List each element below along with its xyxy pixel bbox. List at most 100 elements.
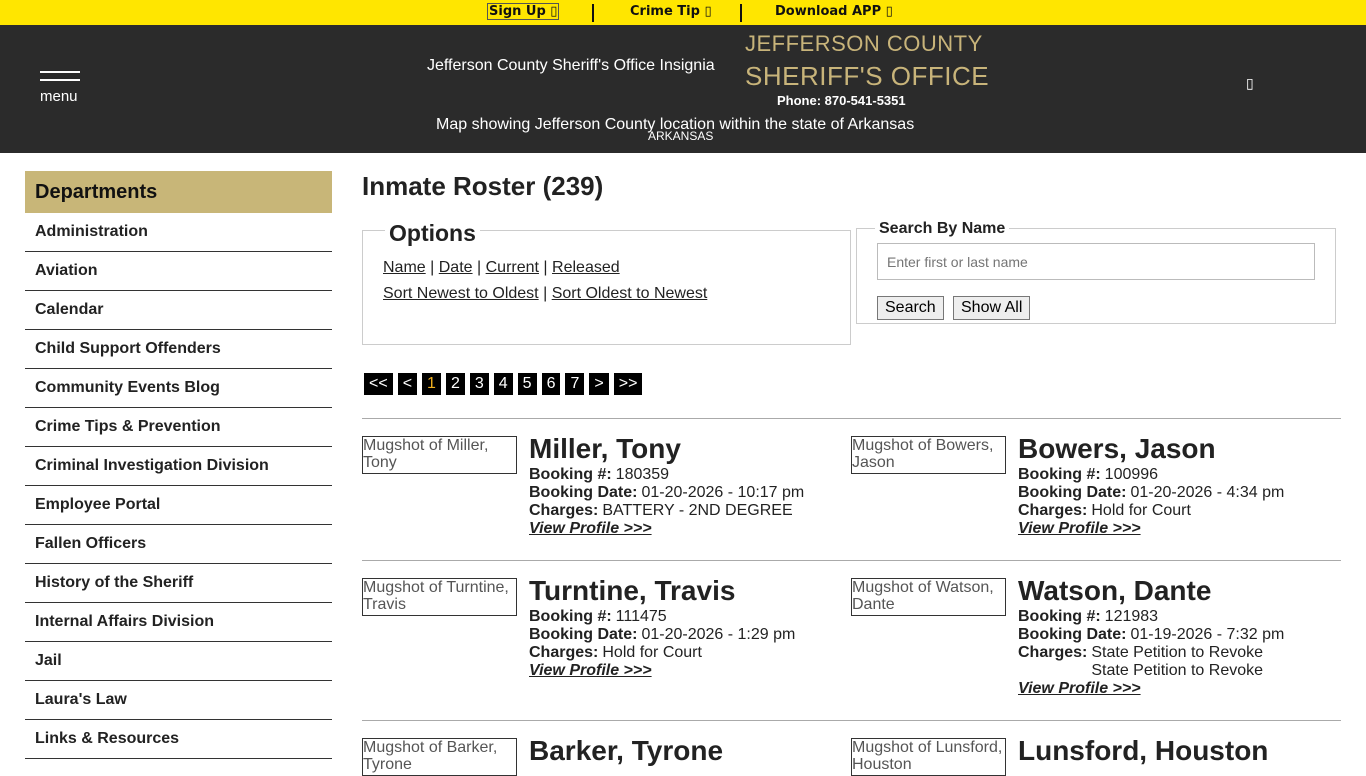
sidebar-item[interactable]: Child Support Offenders (25, 330, 332, 369)
sidebar-item[interactable]: Links & Resources (25, 720, 332, 759)
menu-label: menu (40, 88, 78, 105)
sidebar-title: Departments (25, 171, 332, 213)
charge: Hold for Court (602, 644, 702, 661)
charge: BATTERY - 2ND DEGREE (602, 502, 793, 519)
mugshot-image[interactable]: Mugshot of Barker, Tyrone (362, 738, 517, 776)
inmate-info: Bowers, Jason Booking #: 100996 Booking Dat… (1018, 432, 1284, 538)
search-toggle-icon[interactable]: ▯ (1246, 75, 1254, 91)
page-button[interactable]: < (397, 373, 418, 395)
page-button[interactable]: 6 (541, 373, 561, 395)
charge: Hold for Court (1091, 502, 1191, 519)
booking-date: 01-20-2026 - 4:34 pm (1130, 484, 1285, 501)
page-button[interactable]: 4 (493, 373, 513, 395)
sort-link[interactable]: Name (383, 259, 426, 276)
booking-number-row: Booking #: 121983 (1018, 608, 1284, 626)
booking-number: 180359 (615, 466, 670, 483)
sort-link[interactable]: Sort Newest to Oldest (383, 285, 539, 302)
mugshot-image[interactable]: Mugshot of Watson, Dante (851, 578, 1006, 616)
page-button[interactable]: 2 (445, 373, 465, 395)
divider (740, 4, 742, 22)
hamburger-icon (40, 79, 80, 81)
menu-button[interactable]: menu (40, 71, 80, 105)
crime-tip-link[interactable]: Crime Tip ▯ (630, 4, 712, 19)
sort-link[interactable]: Released (552, 259, 620, 276)
mugshot-image[interactable]: Mugshot of Bowers, Jason (851, 436, 1006, 474)
sidebar-item[interactable]: Internal Affairs Division (25, 603, 332, 642)
charges-row: Charges: Hold for Court (1018, 502, 1284, 520)
sidebar-item[interactable]: Laura's Law (25, 681, 332, 720)
mugshot-image[interactable]: Mugshot of Lunsford, Houston (851, 738, 1006, 776)
booking-number-row: Booking #: 180359 (529, 466, 804, 484)
view-profile-link[interactable]: View Profile >>> (529, 520, 652, 537)
page-button[interactable]: 1 (422, 373, 441, 395)
view-profile-link[interactable]: View Profile >>> (1018, 520, 1141, 537)
booking-date: 01-20-2026 - 1:29 pm (641, 626, 796, 643)
link-separator: | (477, 259, 482, 276)
top-bar: Sign Up ▯ Crime Tip ▯ Download APP ▯ (0, 0, 1366, 25)
inmate-name: Barker, Tyrone (529, 735, 724, 766)
divider (362, 560, 1341, 561)
inmate-name: Lunsford, Houston (1018, 735, 1269, 766)
booking-date-row: Booking Date: 01-19-2026 - 7:32 pm (1018, 626, 1284, 644)
show-all-button[interactable]: Show All (953, 296, 1031, 320)
inmate-name: Turntine, Travis (529, 575, 736, 606)
label: Charges: (529, 502, 599, 519)
booking-number-row: Booking #: 100996 (1018, 466, 1284, 484)
link-separator: | (543, 285, 548, 302)
sidebar-item[interactable]: Employee Portal (25, 486, 332, 525)
booking-date-row: Booking Date: 01-20-2026 - 10:17 pm (529, 484, 804, 502)
search-panel: Search By Name Search Show All (856, 220, 1336, 324)
booking-number: 111475 (615, 608, 667, 625)
view-profile-link[interactable]: View Profile >>> (1018, 680, 1141, 697)
sort-link[interactable]: Sort Oldest to Newest (551, 285, 708, 302)
sidebar: Departments Administration Aviation Calend… (25, 171, 332, 759)
sort-link[interactable]: Date (438, 259, 473, 276)
label: Booking #: (1018, 608, 1101, 625)
inmate-info: Barker, Tyrone (529, 734, 723, 768)
name-search-input[interactable] (877, 243, 1315, 280)
search-title: Search By Name (875, 220, 1010, 238)
sidebar-item[interactable]: Administration (25, 213, 332, 252)
page-button[interactable]: 7 (565, 373, 585, 395)
sign-up-link[interactable]: Sign Up ▯ (487, 3, 560, 20)
insignia-image[interactable]: Jefferson County Sheriff's Office Insign… (427, 57, 715, 74)
booking-date: 01-20-2026 - 10:17 pm (641, 484, 805, 501)
search-button[interactable]: Search (877, 296, 944, 320)
page-button[interactable]: 3 (469, 373, 489, 395)
sort-link[interactable]: Current (485, 259, 539, 276)
page-button[interactable]: >> (613, 373, 643, 395)
page-button[interactable]: << (364, 373, 393, 395)
charges-row: Charges:State Petition to Revoke (1018, 662, 1284, 680)
sidebar-item[interactable]: Aviation (25, 252, 332, 291)
mugshot-image[interactable]: Mugshot of Turntine, Travis (362, 578, 517, 616)
download-app-link[interactable]: Download APP ▯ (775, 4, 893, 19)
options-panel: Options Name | Date | Current | Released… (362, 220, 851, 345)
sidebar-item[interactable]: Criminal Investigation Division (25, 447, 332, 486)
divider (362, 418, 1341, 419)
label: Booking Date: (1018, 626, 1127, 643)
map-image: Map showing Jefferson County location wi… (436, 116, 915, 133)
sidebar-item[interactable]: History of the Sheriff (25, 564, 332, 603)
booking-date-row: Booking Date: 01-20-2026 - 1:29 pm (529, 626, 795, 644)
inmate-name: Miller, Tony (529, 433, 681, 464)
booking-number-row: Booking #: 111475 (529, 608, 795, 626)
site-title-line1: JEFFERSON COUNTY (745, 31, 983, 56)
charge: State Petition to Revoke (1091, 644, 1264, 661)
charge: State Petition to Revoke (1091, 662, 1264, 679)
label: Booking Date: (529, 484, 638, 501)
mugshot-image[interactable]: Mugshot of Miller, Tony (362, 436, 517, 474)
sidebar-item[interactable]: Community Events Blog (25, 369, 332, 408)
booking-number: 100996 (1104, 466, 1159, 483)
page-button[interactable]: > (589, 373, 609, 395)
sidebar-item[interactable]: Crime Tips & Prevention (25, 408, 332, 447)
view-profile-link[interactable]: View Profile >>> (529, 662, 652, 679)
booking-date: 01-19-2026 - 7:32 pm (1130, 626, 1285, 643)
inmate-name: Watson, Dante (1018, 575, 1212, 606)
sidebar-item[interactable]: Jail (25, 642, 332, 681)
label: Booking #: (1018, 466, 1101, 483)
inmate-info: Watson, Dante Booking #: 121983 Booking Dat… (1018, 574, 1284, 698)
label: Charges: (1018, 644, 1088, 661)
page-button[interactable]: 5 (517, 373, 537, 395)
sidebar-item[interactable]: Fallen Officers (25, 525, 332, 564)
sidebar-item[interactable]: Calendar (25, 291, 332, 330)
